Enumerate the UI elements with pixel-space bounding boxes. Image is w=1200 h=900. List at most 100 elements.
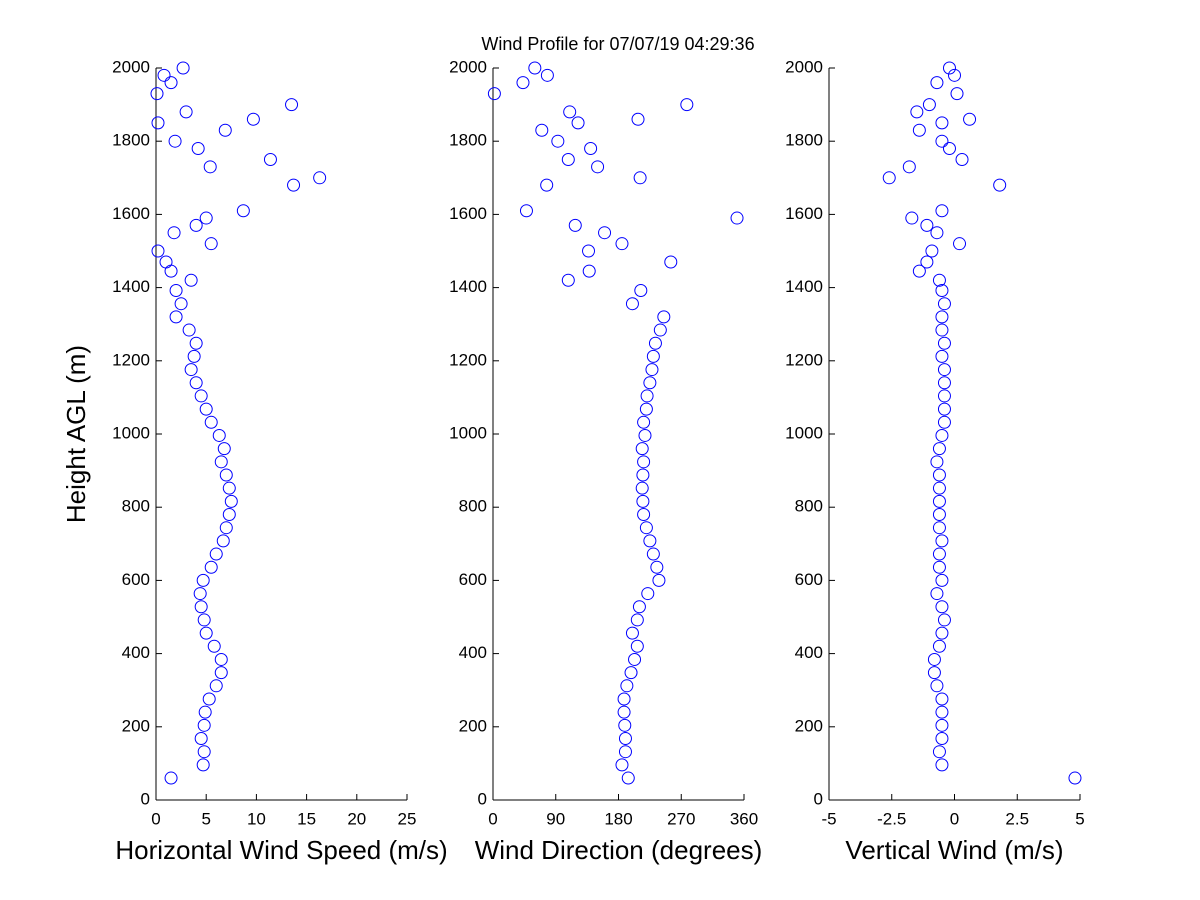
data-point [937, 613, 951, 627]
y-tick-label: 200 [122, 716, 150, 735]
y-tick-label: 800 [795, 497, 823, 516]
y-tick-label: 2000 [785, 57, 823, 76]
data-point [214, 455, 228, 469]
data-point [653, 323, 667, 337]
data-point [189, 376, 203, 390]
data-point [932, 745, 946, 759]
x-axis-label: Wind Direction (degrees) [475, 835, 763, 865]
data-point [932, 442, 946, 456]
data-point [571, 116, 585, 130]
data-point [204, 560, 218, 574]
data-point [169, 284, 183, 298]
data-point [920, 218, 934, 232]
data-point [932, 494, 946, 508]
y-tick-label: 1600 [112, 204, 150, 223]
y-tick-label: 1000 [112, 423, 150, 442]
data-point [197, 745, 211, 759]
data-point [635, 481, 649, 495]
data-point [189, 218, 203, 232]
data-point [932, 639, 946, 653]
data-point [164, 76, 178, 90]
data-point [935, 718, 949, 732]
data-point [624, 666, 638, 680]
data-point [646, 349, 660, 363]
data-point [637, 415, 651, 429]
data-point [932, 547, 946, 561]
data-point [591, 160, 605, 174]
y-tick-label: 600 [459, 570, 487, 589]
y-tick-label: 1800 [112, 131, 150, 150]
data-point [216, 534, 230, 548]
data-point [905, 211, 919, 225]
data-point [633, 171, 647, 185]
data-point [935, 310, 949, 324]
y-tick-label: 1000 [785, 423, 823, 442]
data-point [184, 363, 198, 377]
data-point [920, 255, 934, 269]
data-point [937, 402, 951, 416]
y-tick-label: 1600 [785, 204, 823, 223]
data-point [618, 745, 632, 759]
data-point [632, 600, 646, 614]
data-point [935, 705, 949, 719]
data-point [935, 758, 949, 772]
data-point [730, 211, 744, 225]
data-point [930, 587, 944, 601]
data-point [194, 600, 208, 614]
data-point [937, 389, 951, 403]
data-point [196, 573, 210, 587]
data-point [617, 692, 631, 706]
data-point [637, 508, 651, 522]
x-tick-label: 180 [604, 809, 632, 828]
y-tick-label: 1400 [785, 277, 823, 296]
data-point [150, 87, 164, 101]
data-point [194, 389, 208, 403]
y-tick-label: 2000 [112, 57, 150, 76]
data-point [932, 521, 946, 535]
data-point [937, 363, 951, 377]
data-point [217, 442, 231, 456]
data-point [199, 211, 213, 225]
data-point [935, 116, 949, 130]
data-point [680, 98, 694, 112]
data-point [207, 639, 221, 653]
y-tick-label: 400 [795, 643, 823, 662]
data-point [955, 153, 969, 166]
data-point [902, 160, 916, 174]
data-point [950, 87, 964, 101]
data-point [487, 87, 501, 101]
data-point [657, 310, 671, 324]
data-point [168, 134, 182, 148]
data-point [516, 76, 530, 90]
data-point [634, 284, 648, 298]
data-point [174, 297, 188, 311]
x-tick-label: 90 [546, 809, 565, 828]
data-point [1068, 771, 1082, 785]
data-point [882, 171, 896, 185]
data-point [202, 692, 216, 706]
data-point [930, 679, 944, 693]
x-tick-label: 5 [1075, 809, 1084, 828]
data-point [935, 284, 949, 298]
data-point [582, 244, 596, 258]
data-point [932, 481, 946, 495]
figure-title: Wind Profile for 07/07/19 04:29:36 [481, 34, 754, 54]
data-point [620, 679, 634, 693]
data-point [628, 652, 642, 666]
data-point [618, 718, 632, 732]
data-point [561, 153, 575, 166]
data-point [598, 226, 612, 240]
data-point [184, 273, 198, 287]
data-point [179, 105, 193, 119]
data-point [935, 534, 949, 548]
data-point [584, 142, 598, 156]
data-point [935, 134, 949, 148]
data-point [935, 692, 949, 706]
data-point [912, 123, 926, 137]
data-point [540, 178, 554, 192]
y-tick-label: 600 [122, 570, 150, 589]
y-tick-label: 600 [795, 570, 823, 589]
data-point [159, 255, 173, 269]
data-point [636, 468, 650, 482]
